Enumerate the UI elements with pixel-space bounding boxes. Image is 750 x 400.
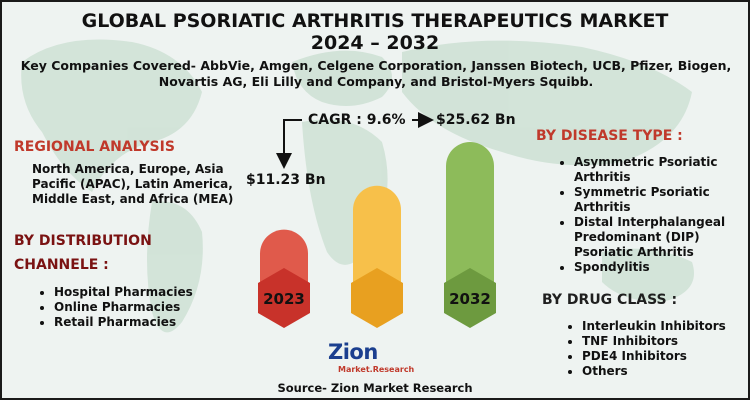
end-value-label: $25.62 Bn bbox=[436, 112, 516, 128]
disease-type-item: Distal Interphalangeal Predominant (DIP)… bbox=[574, 215, 748, 260]
logo-sub-text: Market.Research bbox=[338, 365, 415, 374]
bar-group-2023: 2023 bbox=[258, 229, 310, 328]
year-label: 2032 bbox=[449, 290, 491, 308]
bar-group-2032: 2032 bbox=[444, 142, 496, 328]
bar bbox=[446, 142, 494, 298]
drug-class-item: TNF Inhibitors bbox=[582, 334, 748, 349]
bar bbox=[353, 185, 401, 298]
regional-analysis-text: North America, Europe, Asia Pacific (APA… bbox=[32, 162, 234, 206]
distribution-item: Retail Pharmacies bbox=[54, 315, 254, 330]
zion-logo: Zion Market.Research bbox=[328, 340, 414, 376]
disease-type-item: Asymmetric Psoriatic Arthritis bbox=[574, 155, 748, 185]
drug-class-list: Interleukin Inhibitors TNF Inhibitors PD… bbox=[566, 319, 748, 379]
year-label: 2023 bbox=[263, 290, 305, 308]
bar-base-hexagon bbox=[258, 268, 310, 328]
start-value-arrow bbox=[276, 119, 302, 169]
disease-type-item: Spondylitis bbox=[574, 260, 748, 275]
source-text: Source- Zion Market Research bbox=[277, 381, 473, 395]
drug-class-item: PDE4 Inhibitors bbox=[582, 349, 748, 364]
disease-type-list: Asymmetric Psoriatic Arthritis Symmetric… bbox=[558, 155, 748, 275]
regional-analysis-heading: REGIONAL ANALYSIS bbox=[14, 139, 175, 155]
title-line-1: GLOBAL PSORIATIC ARTHRITIS THERAPEUTICS … bbox=[81, 10, 669, 32]
key-companies-text: Key Companies Covered- AbbVie, Amgen, Ce… bbox=[20, 58, 732, 89]
disease-type-item: Symmetric Psoriatic Arthritis bbox=[574, 185, 748, 215]
logo-main-text: Zion bbox=[328, 340, 378, 364]
drug-class-heading: BY DRUG CLASS : bbox=[542, 292, 678, 308]
disease-type-heading: BY DISEASE TYPE : bbox=[536, 128, 683, 144]
bar-group-mid bbox=[351, 185, 403, 328]
distribution-heading: BY DISTRIBUTION CHANNELE : bbox=[14, 229, 152, 277]
bar-base-hexagon bbox=[444, 268, 496, 328]
distribution-heading-line-2: CHANNELE : bbox=[14, 257, 109, 273]
drug-class-item: Others bbox=[582, 364, 748, 379]
distribution-list: Hospital Pharmacies Online Pharmacies Re… bbox=[38, 285, 254, 330]
bar-base-hexagon bbox=[351, 268, 403, 328]
page-title: GLOBAL PSORIATIC ARTHRITIS THERAPEUTICS … bbox=[2, 10, 748, 54]
title-line-2: 2024 – 2032 bbox=[310, 32, 440, 54]
distribution-item: Online Pharmacies bbox=[54, 300, 254, 315]
start-value-label: $11.23 Bn bbox=[246, 172, 326, 188]
drug-class-item: Interleukin Inhibitors bbox=[582, 319, 748, 334]
distribution-item: Hospital Pharmacies bbox=[54, 285, 254, 300]
distribution-heading-line-1: BY DISTRIBUTION bbox=[14, 233, 152, 249]
cagr-label: CAGR : 9.6% bbox=[308, 112, 406, 128]
